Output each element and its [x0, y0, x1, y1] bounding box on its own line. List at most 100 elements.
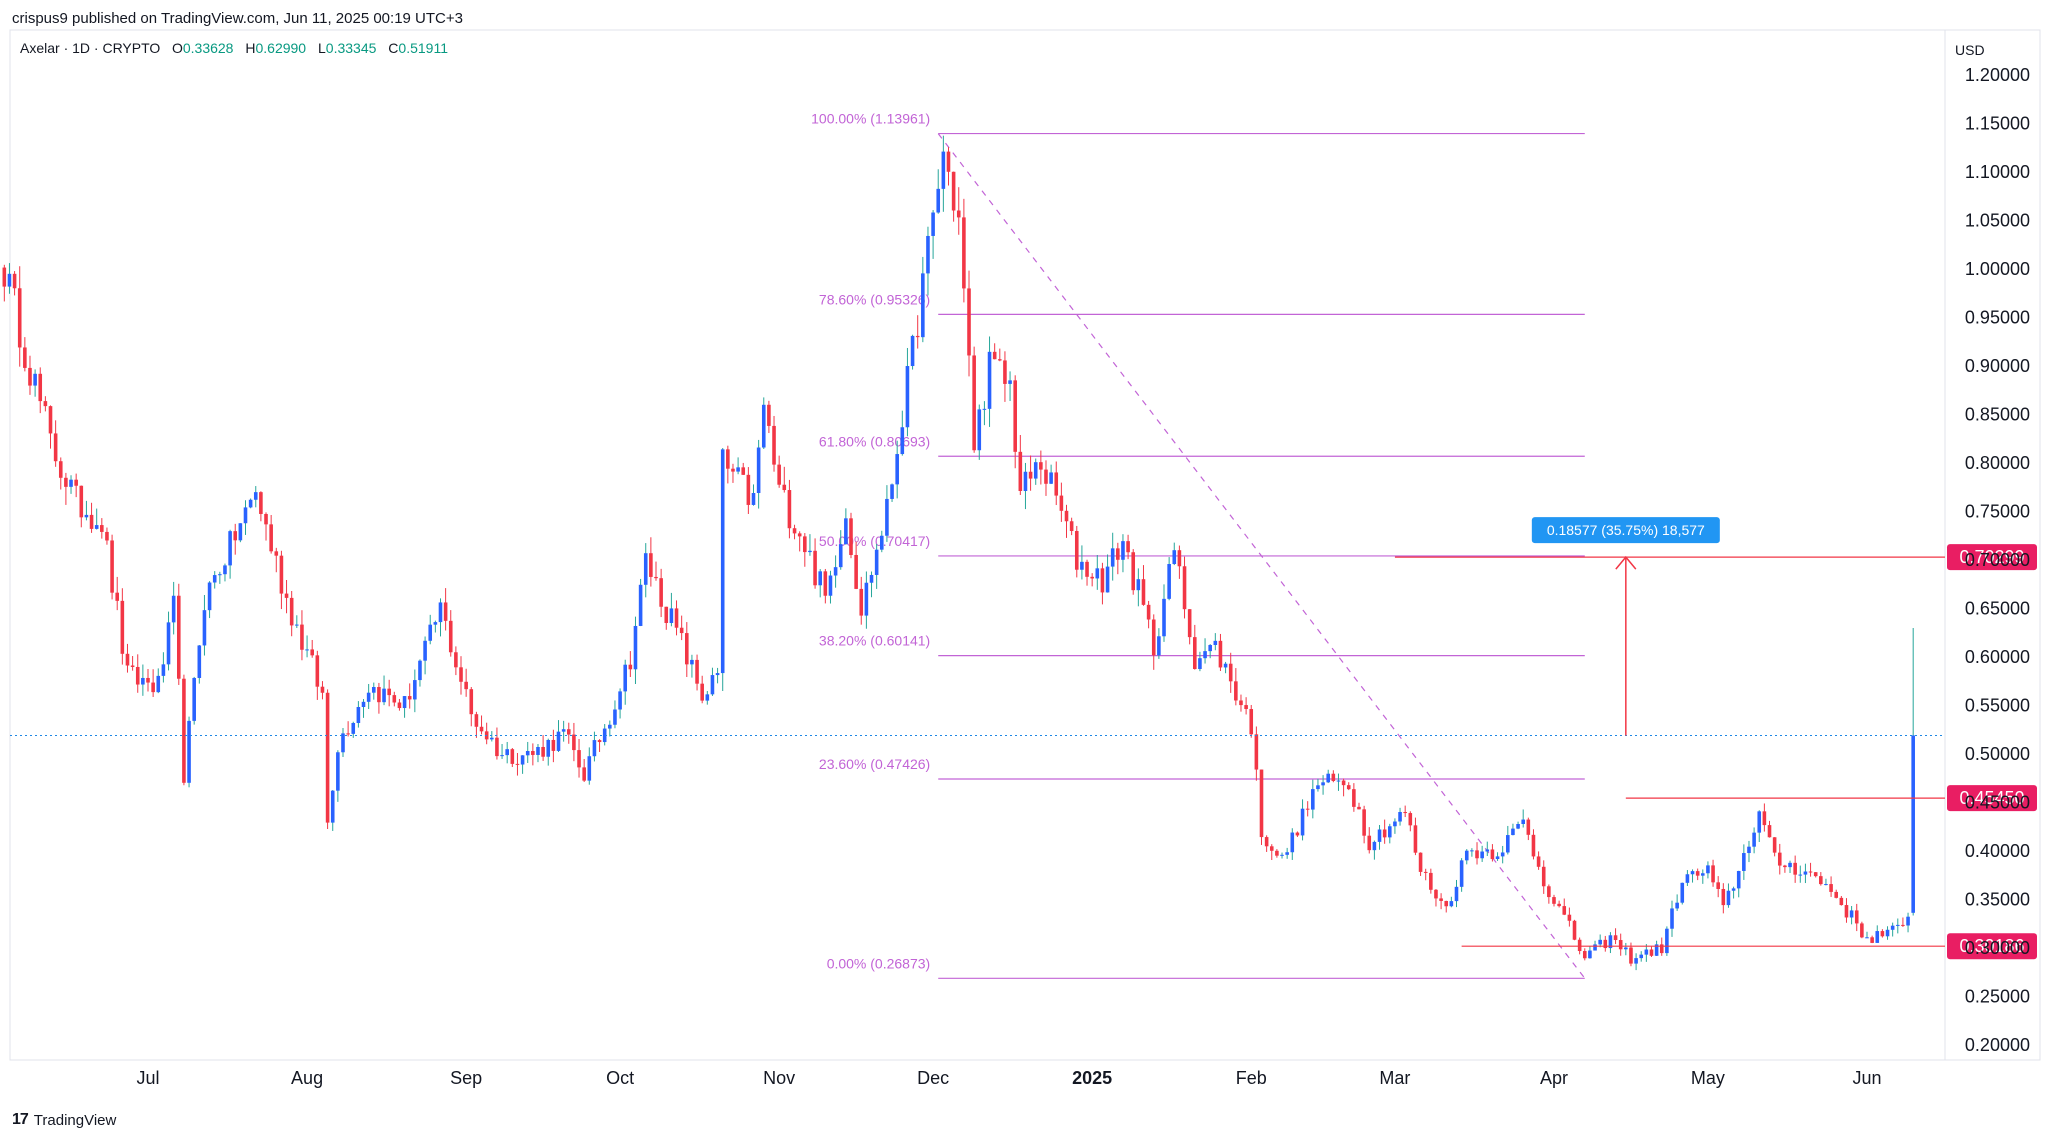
fib-level-label: 50.00% (0.70417)	[819, 533, 930, 549]
candle-body	[1849, 910, 1854, 918]
candle	[1500, 845, 1505, 864]
candle-body	[1485, 849, 1490, 852]
candle-body	[1423, 871, 1428, 873]
candle	[182, 674, 186, 786]
price-tick-label: 1.10000	[1965, 162, 2030, 182]
price-tick-label: 0.65000	[1965, 599, 2030, 619]
candle-body	[1054, 472, 1059, 496]
close-value: 0.51911	[398, 40, 448, 56]
candle-body	[1675, 902, 1679, 909]
candle	[1798, 865, 1803, 883]
candle	[105, 527, 109, 545]
candle	[1844, 898, 1849, 923]
candle-body	[233, 531, 238, 541]
candle-body	[146, 677, 150, 683]
candle-body	[48, 406, 53, 434]
candle-body	[1285, 852, 1289, 855]
candle	[679, 615, 684, 641]
candle	[1480, 845, 1484, 862]
candle	[1485, 841, 1490, 857]
candle-body	[1767, 825, 1772, 838]
candle	[1695, 868, 1700, 881]
candle-body	[474, 714, 479, 727]
candle-body	[885, 498, 889, 536]
candle-body	[1598, 939, 1602, 945]
candle-body	[792, 528, 797, 534]
candle	[1387, 823, 1392, 844]
candle	[295, 615, 299, 628]
candle	[1536, 851, 1541, 870]
candle	[38, 367, 43, 414]
candle	[664, 606, 669, 630]
candle-body	[346, 733, 350, 735]
candle	[43, 396, 48, 412]
time-tick-label: Nov	[763, 1068, 795, 1088]
candle-body	[1870, 937, 1874, 943]
candle	[474, 711, 479, 738]
candle	[1731, 886, 1736, 899]
candle	[1449, 896, 1454, 908]
time-axis[interactable]: Jul Aug Sep Oct Nov Dec 2025 Feb Mar Apr May Jun	[136, 1068, 1881, 1088]
candle	[541, 735, 545, 761]
candle-body	[141, 677, 145, 685]
candle	[1675, 894, 1679, 911]
candle-body	[715, 673, 720, 676]
candle-body	[1187, 609, 1192, 638]
candle-body	[1121, 541, 1125, 560]
candle-body	[120, 600, 125, 654]
candle-body	[43, 401, 48, 407]
candle-body	[79, 485, 84, 518]
candle	[1685, 870, 1690, 886]
price-tick-label: 1.05000	[1965, 211, 2030, 231]
candle	[885, 485, 889, 542]
candle	[1644, 944, 1649, 962]
candle-body	[392, 695, 397, 703]
candle-body	[1074, 531, 1079, 570]
candle-body	[710, 675, 715, 695]
candle	[1013, 375, 1017, 469]
candle-body	[849, 518, 853, 555]
candle	[464, 668, 468, 697]
candle	[1454, 879, 1459, 908]
candle-body	[1670, 908, 1674, 929]
candle	[864, 571, 869, 629]
candle-body	[58, 461, 63, 478]
candle-body	[17, 288, 22, 348]
candle-body	[1362, 809, 1366, 836]
candle-body	[1177, 550, 1182, 567]
candle-body	[1885, 929, 1890, 937]
candle	[1085, 559, 1089, 586]
candle-body	[915, 335, 920, 338]
candle	[1849, 906, 1854, 925]
candle-body	[967, 288, 971, 356]
candle-body	[1552, 897, 1556, 904]
candle-body	[1541, 866, 1546, 887]
candle	[1895, 918, 1900, 934]
candle-body	[238, 523, 243, 541]
price-tick-label: 0.60000	[1965, 647, 2030, 667]
candle	[1162, 584, 1166, 642]
candle	[315, 650, 320, 700]
candle	[17, 266, 22, 367]
candle-body	[1813, 872, 1818, 877]
candle	[787, 479, 792, 539]
candle-body	[1377, 829, 1382, 842]
candle-body	[1192, 637, 1197, 669]
symbol-name[interactable]: Axelar · 1D · CRYPTO	[20, 40, 161, 56]
candle	[1423, 868, 1428, 881]
candle	[1890, 922, 1895, 937]
candle	[1280, 852, 1284, 859]
candle-body	[1762, 811, 1767, 826]
candle-body	[110, 540, 114, 593]
candle	[274, 547, 279, 573]
fib-level-label: 61.80% (0.80693)	[819, 433, 930, 449]
candle	[402, 695, 407, 718]
candle	[1901, 917, 1905, 927]
price-axis[interactable]: USD 1.20000 1.15000 1.10000 1.05000 1.00000 0.…	[1955, 42, 2030, 1055]
candle	[330, 790, 335, 831]
candle	[515, 752, 520, 776]
candle-body	[956, 210, 961, 218]
candle	[1829, 876, 1833, 897]
candle-body	[1895, 924, 1900, 926]
